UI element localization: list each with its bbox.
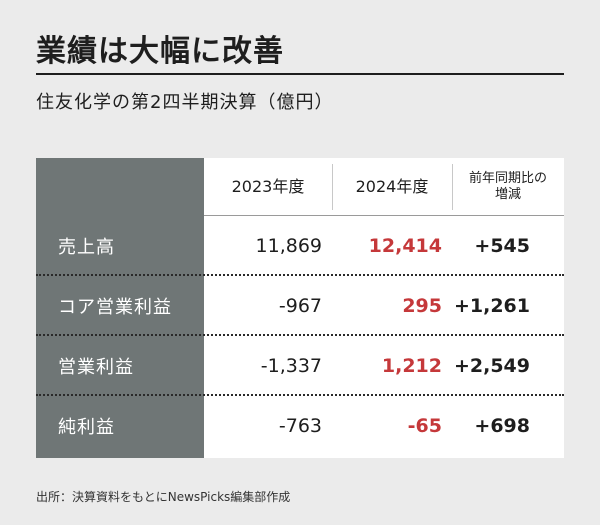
- header-change-line-1: 前年同期比の: [468, 170, 547, 186]
- results-table: 2023年度 2024年度 前年同期比の 増減 売上高 11,869 12,41…: [36, 158, 564, 458]
- value-2024: -65: [407, 415, 442, 437]
- page-title: 業績は大幅に改善: [36, 34, 284, 69]
- value-2023: -763: [278, 415, 322, 437]
- header-divider: [332, 164, 333, 210]
- row-cells: [204, 396, 564, 458]
- value-2023: -967: [278, 295, 322, 317]
- table-row-operating-profit: 営業利益 -1,337 1,212 +2,549: [36, 336, 564, 396]
- title-rule: [36, 73, 564, 75]
- header-change-line-2: 増減: [494, 187, 521, 202]
- table-row-sales: 売上高 11,869 12,414 +545: [36, 216, 564, 276]
- row-label: 売上高: [58, 237, 115, 258]
- header-2023: 2023年度: [231, 177, 305, 196]
- row-cells: [204, 336, 564, 396]
- row-divider: [36, 394, 564, 396]
- table-row-core-operating-profit: コア営業利益 -967 295 +1,261: [36, 276, 564, 336]
- header-2024: 2024年度: [355, 177, 429, 196]
- row-divider: [36, 334, 564, 336]
- row-label: 営業利益: [58, 357, 134, 378]
- row-cells: [204, 276, 564, 336]
- row-label: 純利益: [58, 417, 115, 438]
- value-2024: 295: [402, 295, 442, 317]
- row-label: コア営業利益: [58, 297, 172, 318]
- source-note: 出所：決算資料をもとにNewsPicks編集部作成: [36, 490, 291, 504]
- value-2024: 12,414: [368, 235, 442, 257]
- header-change: 前年同期比の 増減: [452, 158, 564, 216]
- page-subtitle: 住友化学の第2四半期決算（億円）: [36, 92, 334, 113]
- value-change: +698: [474, 415, 530, 437]
- value-2023: 11,869: [255, 235, 322, 257]
- value-change: +2,549: [453, 355, 530, 377]
- row-cells: [204, 216, 564, 276]
- header-divider: [452, 164, 453, 210]
- label-column: [36, 158, 204, 458]
- value-change: +545: [474, 235, 530, 257]
- value-change: +1,261: [453, 295, 530, 317]
- value-2024: 1,212: [381, 355, 442, 377]
- header-row: 2023年度 2024年度 前年同期比の 増減: [204, 158, 564, 216]
- value-2023: -1,337: [260, 355, 322, 377]
- table-row-net-income: 純利益 -763 -65 +698: [36, 396, 564, 458]
- row-divider: [36, 274, 564, 276]
